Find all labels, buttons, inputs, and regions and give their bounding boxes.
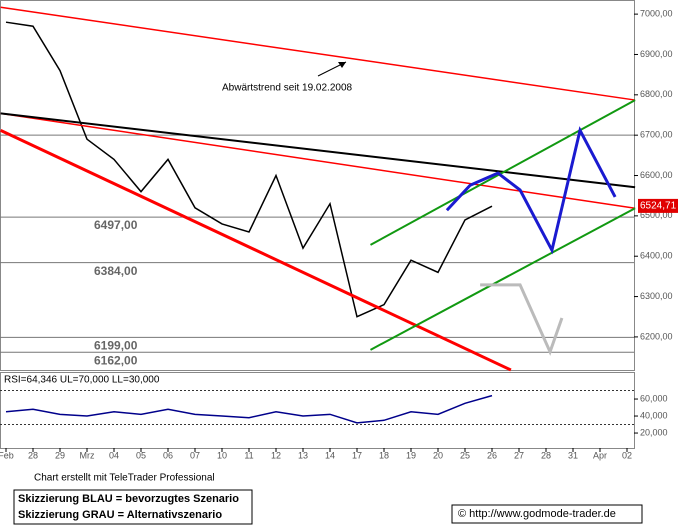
trendline: [370, 207, 636, 351]
current-price-label: 6524,71: [640, 201, 677, 212]
trendline: [0, 128, 512, 372]
y-tick-label: 6200,00: [640, 331, 673, 341]
trendline: [370, 99, 636, 246]
x-tick-label: 12: [271, 450, 281, 460]
note: Skizzierung BLAU = bevorzugtes Szenario: [18, 493, 239, 505]
x-tick-label: 17: [352, 450, 362, 460]
price-frame: [0, 0, 635, 371]
x-tick-label: 07: [190, 450, 200, 460]
x-tick-label: 02: [622, 450, 632, 460]
x-tick-label: 27: [514, 450, 524, 460]
copyright-box: [451, 504, 643, 524]
annotation: Abwärtstrend seit 19.02.2008: [222, 83, 353, 94]
level-label: 6199,00: [94, 338, 138, 352]
level-label: 6497,00: [94, 218, 138, 232]
x-tick-label: 04: [109, 450, 119, 460]
x-tick-label: 19: [406, 450, 416, 460]
y-tick-label: 6600,00: [640, 170, 673, 180]
rsi-line: [5, 394, 493, 424]
x-tick-label: 05: [136, 450, 146, 460]
rsi-title: RSI=64,346 UL=70,000 LL=30,000: [4, 375, 160, 386]
credit: Chart erstellt mit TeleTrader Profession…: [34, 473, 215, 484]
arrow-head: [338, 62, 346, 68]
note: Skizzierung GRAU = Alternativszenario: [18, 509, 222, 521]
x-tick-label: 28: [541, 450, 551, 460]
level-label: 6384,00: [94, 264, 138, 278]
y-tick-label: 6500,00: [640, 210, 673, 220]
y-tick-label: 6900,00: [640, 49, 673, 59]
x-tick-label: 13: [298, 450, 308, 460]
trendline: [0, 112, 636, 189]
trendline: [480, 283, 564, 356]
y-tick-label: 6400,00: [640, 251, 673, 261]
x-tick-label: 14: [325, 450, 335, 460]
level-label: 6162,00: [94, 353, 138, 367]
x-tick-label: 31: [568, 450, 578, 460]
price-line: [5, 21, 493, 318]
x-tick-label: 11: [244, 450, 253, 460]
x-tick-label: 28: [28, 450, 38, 460]
x-tick-label: 25: [460, 450, 470, 460]
rsi-tick-label: 60,000: [640, 393, 668, 403]
notes-box: [13, 489, 253, 525]
y-tick-label: 7000,00: [640, 8, 673, 18]
y-tick-label: 6800,00: [640, 89, 673, 99]
y-tick-label: 6300,00: [640, 291, 673, 301]
trendline: [0, 6, 636, 101]
x-tick-label: Feb: [0, 450, 14, 460]
x-tick-label: 26: [487, 450, 497, 460]
trendline: [445, 126, 617, 255]
x-tick-label: Mrz: [80, 450, 95, 460]
copyright: © http://www.godmode-trader.de: [458, 508, 616, 520]
x-tick-label: Apr: [593, 450, 607, 460]
x-tick-label: 10: [217, 450, 227, 460]
x-tick-label: 18: [379, 450, 389, 460]
rsi-tick-label: 40,000: [640, 410, 668, 420]
x-tick-label: 06: [163, 450, 173, 460]
current-price-box: [638, 198, 678, 213]
rsi-frame: [0, 372, 635, 449]
y-tick-label: 6700,00: [640, 130, 673, 140]
rsi-tick-label: 20,000: [640, 427, 668, 437]
trendline: [0, 112, 636, 209]
x-tick-label: 29: [55, 450, 65, 460]
x-tick-label: 20: [433, 450, 443, 460]
